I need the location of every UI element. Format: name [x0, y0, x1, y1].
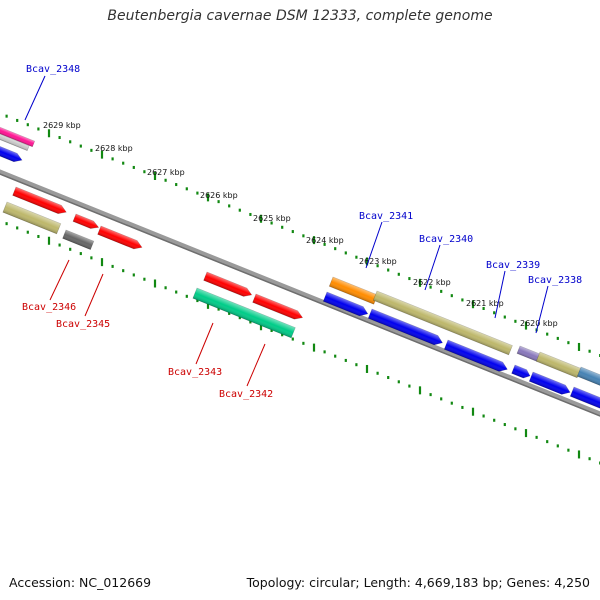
- scale-label-2628: 2628 kbp: [95, 144, 133, 153]
- feature-red-small-shading: [73, 214, 99, 229]
- feature-bcav-2338-olive-shading: [536, 352, 581, 378]
- feature-blue-1-shading: [323, 292, 368, 316]
- gene-labels-bottom: Bcav_2346 Bcav_2345 Bcav_2343 Bcav_2342: [22, 302, 273, 400]
- feature-steel-edge: [576, 366, 600, 388]
- feature-bcav-2343-teal-shading: [192, 288, 296, 338]
- feature-bcav-2345-gray-shading: [62, 230, 94, 250]
- feature-bcav-2340-olive-shading: [373, 291, 513, 355]
- feature-bcav-2346-red: [12, 186, 67, 214]
- gene-label-bcav-2342: Bcav_2342: [219, 389, 273, 400]
- genome-stats-text: Topology: circular; Length: 4,669,183 bp…: [246, 575, 590, 590]
- scale-label-2626: 2626 kbp: [200, 191, 238, 200]
- leader-bcav-2340: [424, 244, 441, 291]
- feature-blue-3-shading: [444, 340, 508, 372]
- accession-text: Accession: NC_012669: [9, 575, 152, 590]
- feature-blue-4-shading: [511, 365, 531, 379]
- feature-steel-edge-shading: [577, 367, 600, 388]
- feature-red-small: [72, 213, 100, 229]
- feature-bcav-2343-teal: [192, 287, 296, 339]
- feature-blue-2: [367, 308, 443, 346]
- gene-label-bcav-2348: Bcav_2348: [26, 64, 80, 75]
- gene-label-bcav-2346: Bcav_2346: [22, 302, 76, 313]
- scale-label-2627: 2627 kbp: [147, 168, 185, 177]
- feature-blue-6: [569, 386, 600, 411]
- scale-ticks-lower: [5, 222, 600, 465]
- scale-label-2622: 2622 kbp: [413, 278, 451, 287]
- feature-red-2342: [252, 293, 304, 320]
- leader-bcav-2348: [24, 75, 46, 121]
- feature-red-2343: [203, 271, 253, 297]
- feature-light-gray-strand: [0, 130, 30, 151]
- feature-red-mid-left-shading: [97, 226, 142, 249]
- feature-bcav-2345-gray: [62, 229, 95, 250]
- feature-blue-3: [443, 339, 508, 372]
- feature-red-2342-shading: [252, 294, 303, 320]
- leader-bcav-2343: [195, 322, 214, 365]
- feature-blue-5-shading: [529, 372, 571, 395]
- leader-bcav-2345: [84, 273, 104, 317]
- gene-label-bcav-2341: Bcav_2341: [359, 211, 413, 222]
- leader-bcav-2341: [365, 221, 383, 269]
- feature-bcav-2348: [0, 123, 36, 148]
- feature-blue-4: [511, 364, 531, 379]
- feature-blue-1: [322, 291, 369, 317]
- feature-red-mid-left: [97, 225, 143, 250]
- scale-ticks-upper: [5, 114, 600, 358]
- feature-bcav-2346-red-shading: [12, 187, 67, 214]
- scale-label-2624: 2624 kbp: [306, 236, 344, 245]
- scale-label-2623: 2623 kbp: [359, 257, 397, 266]
- gene-features: [0, 123, 600, 411]
- feature-blue-2-shading: [368, 309, 443, 345]
- genome-backbone-shadow: [0, 173, 600, 417]
- leader-bcav-2338: [535, 285, 549, 334]
- feature-light-gray-strand-shading: [0, 131, 30, 151]
- feature-bcav-2348-shading: [0, 124, 35, 147]
- scale-label-2625: 2625 kbp: [253, 214, 291, 223]
- scale-labels: 2629 kbp 2628 kbp 2627 kbp 2626 kbp 2625…: [43, 121, 558, 328]
- feature-olive-left: [2, 201, 62, 235]
- map-title: Beutenbergia cavernae DSM 12333, complet…: [107, 8, 493, 24]
- scale-label-2621: 2621 kbp: [466, 299, 504, 308]
- gene-label-bcav-2345: Bcav_2345: [56, 319, 110, 330]
- label-leader-lines: [24, 75, 549, 387]
- leader-bcav-2346: [49, 259, 70, 301]
- feature-bcav-2341-orange: [328, 276, 378, 305]
- feature-red-2343-shading: [203, 272, 252, 297]
- gene-label-bcav-2343: Bcav_2343: [168, 367, 222, 378]
- leader-bcav-2342: [246, 343, 266, 387]
- gene-label-bcav-2339: Bcav_2339: [486, 260, 540, 271]
- feature-blue-left-top: [0, 143, 23, 163]
- scale-label-2629: 2629 kbp: [43, 121, 81, 130]
- feature-blue-6-shading: [570, 387, 600, 410]
- feature-bcav-2339-lavender-shading: [517, 346, 541, 362]
- genome-backbone: [0, 169, 600, 417]
- feature-bcav-2340-olive: [372, 290, 513, 356]
- feature-olive-left-shading: [2, 202, 61, 234]
- gene-labels-top: Bcav_2348 Bcav_2341 Bcav_2340 Bcav_2339 …: [26, 64, 582, 286]
- feature-bcav-2341-orange-shading: [329, 277, 378, 305]
- feature-blue-left-top-shading: [0, 144, 22, 162]
- gene-label-bcav-2340: Bcav_2340: [419, 234, 473, 245]
- leader-bcav-2339: [494, 270, 506, 319]
- feature-blue-5: [528, 371, 571, 395]
- feature-bcav-2338-olive: [535, 351, 582, 379]
- gene-label-bcav-2338: Bcav_2338: [528, 275, 582, 286]
